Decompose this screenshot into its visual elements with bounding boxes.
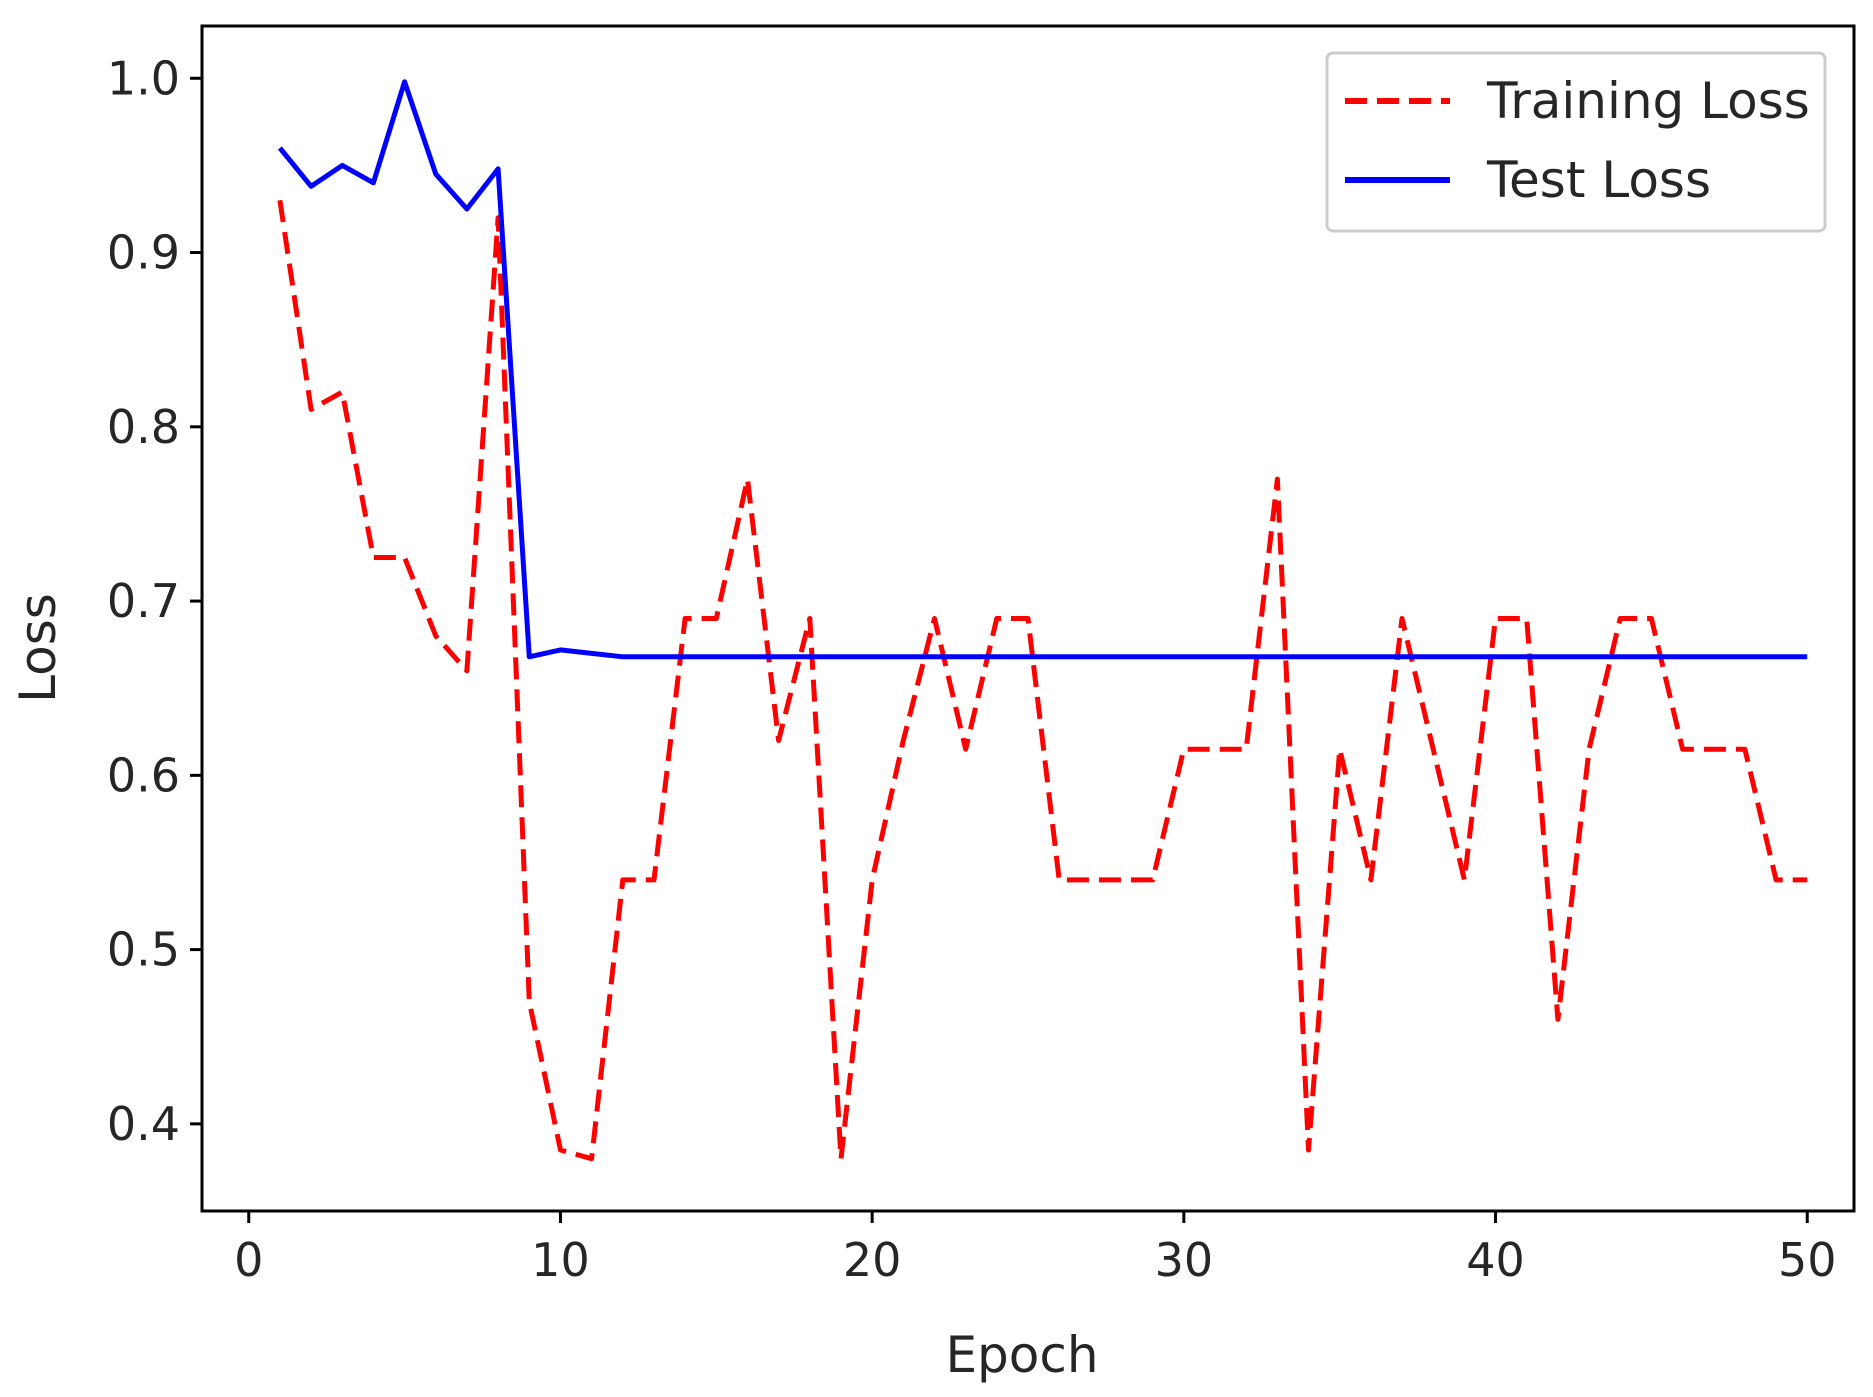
y-tick-label: 0.5 <box>107 923 180 977</box>
series-line-training-loss <box>277 199 1808 1162</box>
x-tick-label: 20 <box>843 1233 902 1287</box>
y-tick-label: 0.7 <box>107 574 180 628</box>
x-axis-label: Epoch <box>945 1326 1098 1384</box>
legend-box <box>1325 51 1827 233</box>
series-line-test-loss <box>277 79 1808 660</box>
y-axis-label: Loss <box>9 593 67 703</box>
x-tick-label: 40 <box>1466 1233 1525 1287</box>
legend-label-test-loss: Test Loss <box>1486 151 1711 209</box>
legend: Training Loss Test Loss <box>1325 51 1827 233</box>
series-layer <box>277 79 1808 1162</box>
x-tick-label: 0 <box>234 1233 263 1287</box>
y-tick-label: 0.4 <box>107 1097 180 1151</box>
x-tick-label: 30 <box>1155 1233 1214 1287</box>
y-axis: 0.4 0.5 0.6 0.7 0.8 0.9 1.0 <box>107 51 202 1151</box>
y-tick-label: 1.0 <box>107 51 180 105</box>
y-tick-label: 0.8 <box>107 400 180 454</box>
y-tick-label: 0.9 <box>107 226 180 280</box>
legend-label-training-loss: Training Loss <box>1486 72 1810 130</box>
y-tick-label: 0.6 <box>107 748 180 802</box>
plot-frame <box>200 24 1856 1213</box>
x-axis: 0 10 20 30 40 50 <box>234 1211 1837 1287</box>
x-tick-label: 10 <box>531 1233 590 1287</box>
x-tick-label: 50 <box>1778 1233 1837 1287</box>
